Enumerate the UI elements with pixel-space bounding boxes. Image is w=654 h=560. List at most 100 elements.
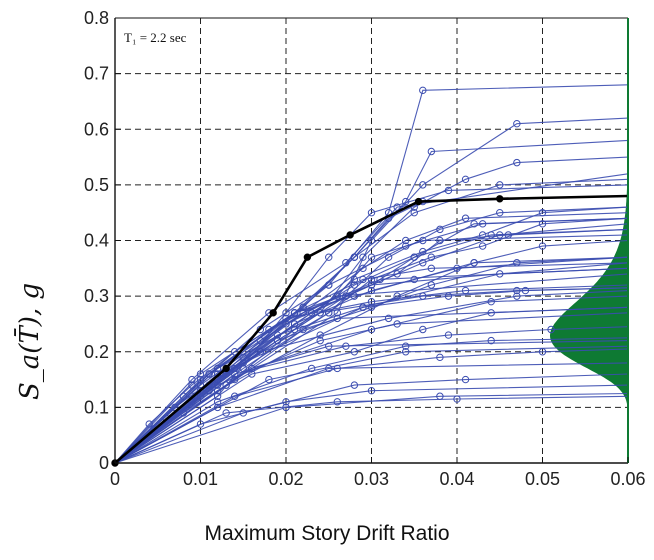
ida-point [410, 275, 418, 284]
ida-point [367, 325, 376, 334]
ida-point [350, 292, 359, 300]
ida-point [367, 281, 376, 289]
y-tick-label: 0.8 [84, 8, 109, 28]
ida-point [222, 381, 230, 389]
ida-point [496, 208, 504, 217]
median-point [496, 195, 504, 203]
distribution-layer [550, 184, 628, 413]
ida-point [213, 364, 222, 373]
y-tick-label: 0.6 [84, 119, 109, 139]
ida-point [265, 375, 273, 384]
ida-curve [114, 392, 629, 464]
ida-point [359, 264, 367, 273]
x-tick-label: 0.02 [268, 469, 303, 489]
ida-point [496, 181, 504, 189]
ida-point [350, 253, 359, 261]
ida-point [239, 364, 247, 373]
ida-point [231, 370, 239, 378]
ida-point [367, 208, 376, 217]
ida-point [461, 175, 470, 184]
ida-point [350, 275, 359, 284]
ida-point [496, 231, 504, 239]
ida-point [402, 242, 410, 250]
ida-point [470, 220, 478, 228]
ida-point [419, 259, 427, 267]
ida-point [478, 242, 487, 250]
ida-point [513, 119, 521, 128]
median-curve-layer [111, 194, 629, 467]
median-curve [114, 194, 629, 464]
ida-point [461, 286, 470, 295]
ida-point [256, 348, 265, 356]
ida-point [384, 314, 393, 323]
ida-point [402, 236, 410, 245]
ida-point [333, 398, 341, 406]
ida-point [333, 364, 341, 373]
ida-point [290, 309, 299, 317]
ida-point [350, 281, 359, 289]
y-axis-label: S_a(T̄), g [8, 150, 48, 410]
period-annotation: T₁ = 2.2 sec [124, 30, 187, 45]
ida-point [367, 297, 376, 306]
ida-point [461, 214, 470, 222]
ida-point [222, 409, 230, 417]
ida-curve [114, 256, 629, 464]
x-tick-label: 0.06 [610, 469, 645, 489]
ida-point [273, 331, 282, 339]
ida-point [427, 147, 436, 156]
ida-point [410, 253, 418, 261]
ida-point [513, 292, 521, 300]
ida-point [538, 208, 547, 217]
ida-point [427, 264, 436, 273]
ida-point [299, 309, 307, 317]
ida-curve [114, 287, 629, 464]
ida-point [231, 392, 239, 400]
x-tick-label: 0 [110, 469, 120, 489]
ida-point [410, 208, 418, 217]
ida-point [444, 292, 453, 300]
ida-point [342, 342, 350, 350]
ida-curve [114, 290, 629, 464]
ida-curve [114, 306, 629, 464]
ida-point [213, 398, 222, 406]
ida-point [367, 253, 376, 261]
ida-curve [114, 373, 629, 464]
ida-point [239, 409, 247, 417]
ida-point [325, 253, 333, 261]
ida-point [307, 364, 316, 373]
y-tick-label: 0.7 [84, 64, 109, 84]
ida-point [359, 253, 367, 261]
ida-point [350, 381, 359, 389]
y-tick-label: 0.3 [84, 286, 109, 306]
median-point [269, 309, 277, 317]
ida-point [316, 336, 324, 345]
ida-curve [114, 337, 629, 464]
plot-frame [114, 17, 629, 464]
median-point [303, 253, 312, 261]
ida-curve [114, 287, 629, 464]
ida-point [496, 270, 504, 278]
ida-point [513, 158, 521, 167]
ida-point [205, 370, 213, 378]
ida-curve [114, 117, 629, 464]
tick-labels: 0 0.01 0.02 0.03 0.04 0.05 0.06 0 0.1 0.2 0.3 0.4 0.… [84, 8, 646, 489]
ida-point [367, 386, 376, 395]
ida-point [487, 336, 495, 345]
ida-point [436, 353, 444, 362]
ida-point [367, 275, 376, 284]
ida-point [538, 220, 547, 228]
ida-point [521, 286, 530, 295]
ida-point [538, 242, 547, 250]
x-tick-label: 0.01 [183, 469, 218, 489]
ida-point [453, 395, 461, 403]
median-point [346, 231, 354, 239]
x-tick-label: 0.04 [439, 469, 474, 489]
ida-point [248, 370, 256, 378]
ida-point [350, 348, 359, 356]
ida-curve [114, 395, 629, 464]
ida-point [402, 342, 410, 350]
x-tick-label: 0.05 [525, 469, 560, 489]
ida-point [282, 309, 290, 317]
ida-curve [114, 284, 629, 464]
